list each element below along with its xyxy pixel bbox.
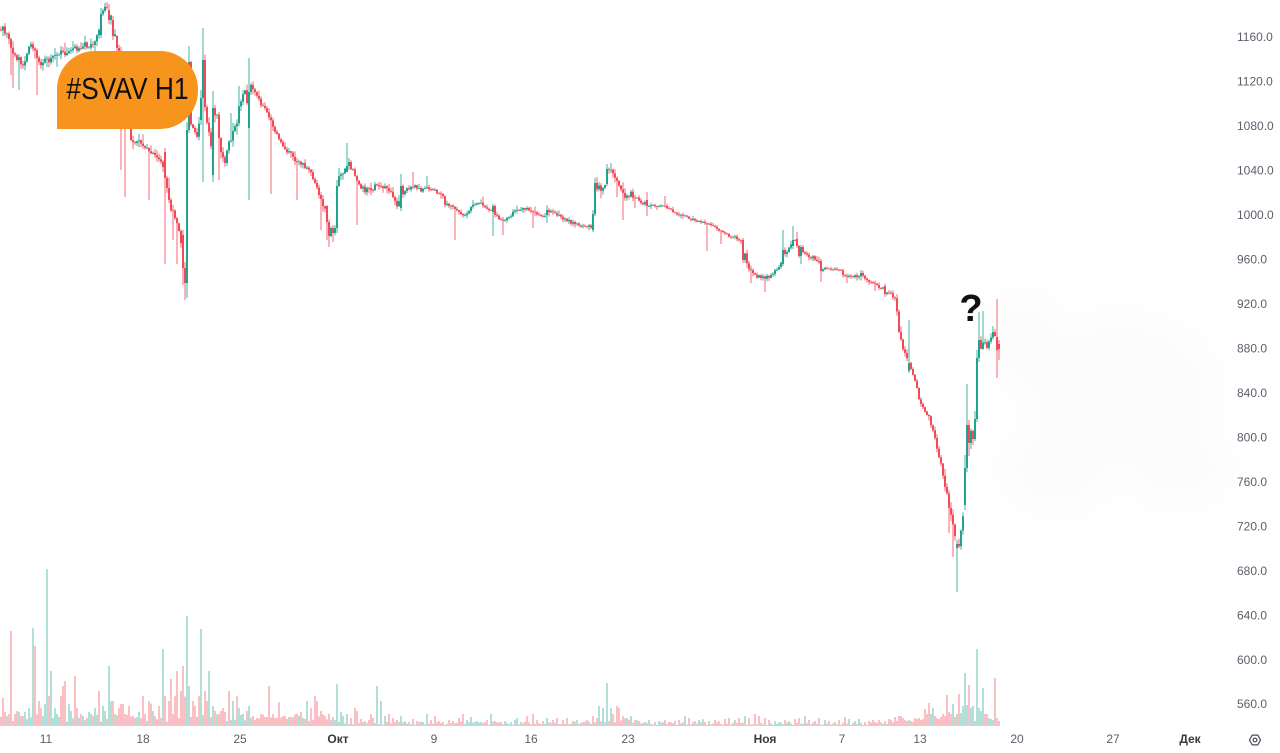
svg-text:18: 18 — [136, 732, 150, 746]
svg-text:25: 25 — [233, 732, 247, 746]
svg-text:800.0: 800.0 — [1237, 430, 1267, 444]
svg-text:840.0: 840.0 — [1237, 386, 1267, 400]
svg-text:920.0: 920.0 — [1237, 297, 1267, 311]
svg-text:Дек: Дек — [1179, 732, 1201, 746]
svg-text:Окт: Окт — [327, 732, 348, 746]
svg-text:23: 23 — [621, 732, 635, 746]
svg-text:1000.0: 1000.0 — [1237, 208, 1274, 222]
svg-text:680.0: 680.0 — [1237, 564, 1267, 578]
svg-text:9: 9 — [431, 732, 438, 746]
svg-text:1120.0: 1120.0 — [1237, 75, 1273, 89]
svg-text:1040.0: 1040.0 — [1237, 164, 1274, 178]
svg-text:11: 11 — [40, 732, 53, 746]
svg-text:880.0: 880.0 — [1237, 342, 1267, 356]
svg-text:560.0: 560.0 — [1237, 697, 1267, 711]
svg-text:20: 20 — [1010, 732, 1024, 746]
svg-text:720.0: 720.0 — [1237, 519, 1267, 533]
svg-text:960.0: 960.0 — [1237, 253, 1267, 267]
svg-text:16: 16 — [524, 732, 538, 746]
svg-text:27: 27 — [1106, 732, 1120, 746]
svg-text:Ноя: Ноя — [754, 732, 777, 746]
svg-text:600.0: 600.0 — [1237, 653, 1267, 667]
svg-text:760.0: 760.0 — [1237, 475, 1267, 489]
svg-text:?: ? — [959, 288, 982, 330]
svg-text:#SVAV H1: #SVAV H1 — [66, 72, 188, 106]
svg-text:13: 13 — [913, 732, 927, 746]
svg-text:7: 7 — [839, 732, 846, 746]
svg-text:1080.0: 1080.0 — [1237, 119, 1274, 133]
svg-text:1160.0: 1160.0 — [1237, 30, 1273, 44]
svg-text:640.0: 640.0 — [1237, 608, 1267, 622]
